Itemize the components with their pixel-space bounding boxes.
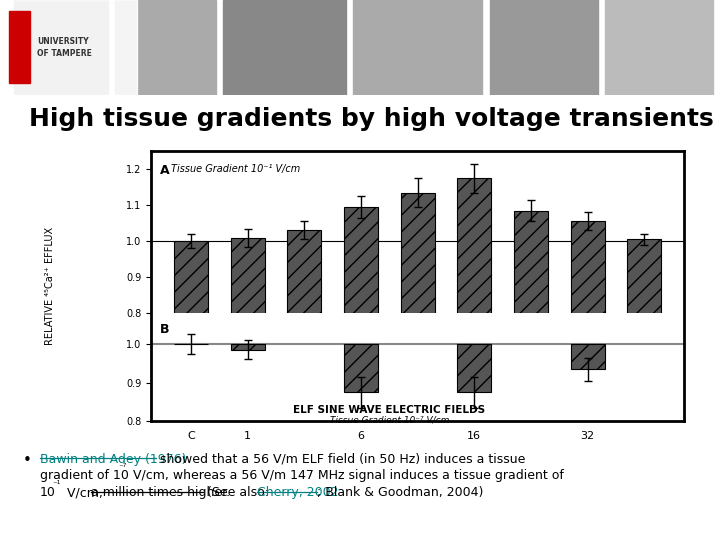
Bar [0, 0, 137, 94]
Text: (See also:: (See also: [203, 486, 273, 499]
Bar [230, 344, 264, 350]
Bar [115, 0, 216, 94]
Text: ⁻¹: ⁻¹ [53, 480, 61, 489]
Bar [571, 221, 605, 540]
Bar [571, 344, 605, 369]
Bar [223, 0, 346, 94]
Text: a million times higher.: a million times higher. [91, 486, 230, 499]
Text: V/cm,: V/cm, [63, 486, 107, 499]
Bar [287, 231, 321, 540]
Bar [344, 344, 378, 392]
Bar [457, 178, 491, 540]
Bar [14, 0, 108, 94]
Bar [230, 238, 264, 540]
Text: 10: 10 [40, 486, 55, 499]
Text: gradient of 10: gradient of 10 [40, 469, 128, 482]
Text: Cherry, 2002: Cherry, 2002 [257, 486, 338, 499]
Bar [514, 211, 548, 540]
Bar [400, 193, 435, 540]
Bar [174, 241, 208, 540]
Bar [353, 0, 482, 94]
Text: ELF SINE WAVE ELECTRIC FIELDS: ELF SINE WAVE ELECTRIC FIELDS [293, 404, 485, 415]
Text: ; Blank & Goodman, 2004): ; Blank & Goodman, 2004) [317, 486, 483, 499]
Bar [605, 0, 713, 94]
Text: RELATIVE ⁴⁵Ca²⁺ EFFLUX: RELATIVE ⁴⁵Ca²⁺ EFFLUX [45, 227, 55, 345]
Bar [344, 207, 378, 540]
Text: Tissue Gradient 10⁻¹ V/cm: Tissue Gradient 10⁻¹ V/cm [171, 164, 300, 174]
Text: A: A [160, 164, 169, 177]
Text: ⁻⁷: ⁻⁷ [119, 463, 127, 472]
Text: Tissue Gradient 10⁻⁷ V/cm: Tissue Gradient 10⁻⁷ V/cm [330, 415, 449, 424]
Bar [457, 344, 491, 392]
Text: V/cm, whereas a 56 V/m 147 MHz signal induces a tissue gradient of: V/cm, whereas a 56 V/m 147 MHz signal in… [129, 469, 564, 482]
Bar [9, 11, 30, 83]
Text: •: • [23, 453, 32, 468]
Text: UNIVERSITY
OF TAMPERE: UNIVERSITY OF TAMPERE [37, 37, 92, 58]
Text: High tissue gradients by high voltage transients: High tissue gradients by high voltage tr… [29, 106, 714, 131]
Text: showed that a 56 V/m ELF field (in 50 Hz) induces a tissue: showed that a 56 V/m ELF field (in 50 Hz… [156, 453, 526, 465]
Text: B: B [160, 323, 169, 336]
Bar [490, 0, 598, 94]
Text: Bawin and Adey (1976): Bawin and Adey (1976) [40, 453, 186, 465]
Bar [627, 239, 662, 540]
